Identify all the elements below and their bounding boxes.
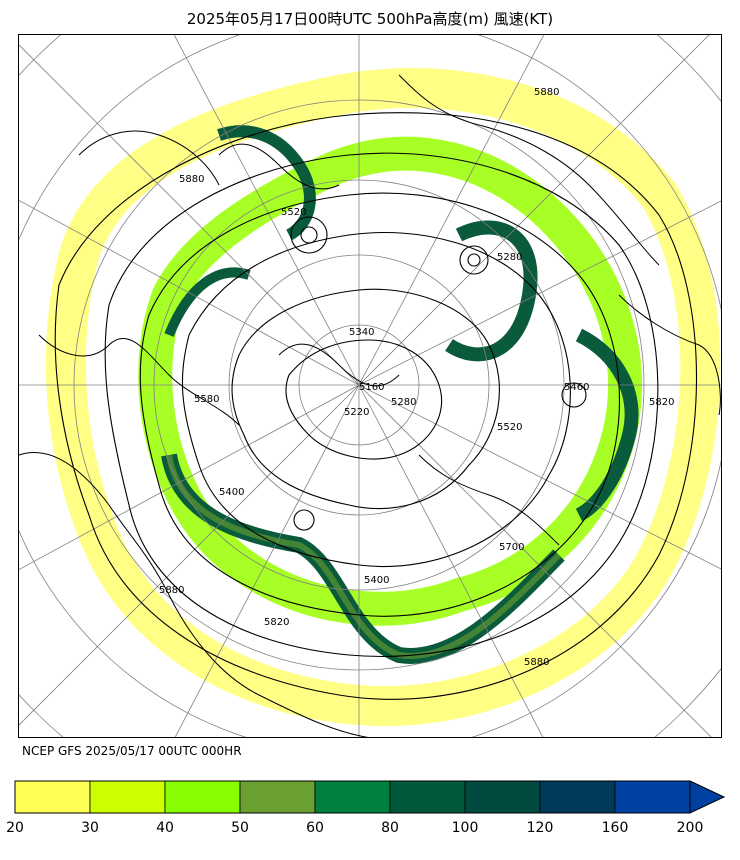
contour-label: 5280 (391, 397, 416, 408)
colorbar-cell (14, 780, 91, 814)
colorbar-tick-label: 60 (306, 820, 324, 836)
contour-label: 5700 (499, 542, 524, 553)
colorbar-cell (314, 780, 391, 814)
colorbar-extend-arrow (689, 780, 726, 814)
colorbar-tick-label: 40 (156, 820, 174, 836)
wind-speed-colorbar (14, 780, 726, 814)
contour-label: 5520 (281, 207, 306, 218)
contour-label: 5580 (194, 394, 219, 405)
map-title: 2025年05月17日00時UTC 500hPa高度(m) 風速(KT) (186, 10, 554, 28)
coastlines (19, 74, 721, 737)
colorbar-tick-label: 30 (81, 820, 99, 836)
map-canvas: 5880 5880 5880 5880 5820 5820 5700 5580 … (19, 35, 721, 737)
contour-labels: 5880 5880 5880 5880 5820 5820 5700 5580 … (159, 87, 674, 668)
contour-label: 5400 (219, 487, 244, 498)
model-run-label: NCEP GFS 2025/05/17 00UTC 000HR (22, 744, 242, 758)
contour-label: 5820 (264, 617, 289, 628)
colorbar-tick-label: 120 (526, 820, 554, 836)
colorbar-tick-label: 80 (381, 820, 399, 836)
colorbar-cell (89, 780, 166, 814)
colorbar-tick-label: 160 (601, 820, 629, 836)
colorbar-cell (164, 780, 241, 814)
contour-label: 5880 (179, 174, 204, 185)
contour-label: 5400 (364, 575, 389, 586)
contour-label: 5460 (564, 382, 589, 393)
contour-label: 5880 (534, 87, 559, 98)
contour-label: 5340 (349, 327, 374, 338)
colorbar-tick-label: 50 (231, 820, 249, 836)
contour-label: 5220 (344, 407, 369, 418)
contour-label: 5880 (159, 585, 184, 596)
colorbar-tick-label: 20 (6, 820, 24, 836)
colorbar-cell (239, 780, 316, 814)
colorbar-cell (464, 780, 541, 814)
height-contours (54, 112, 698, 700)
colorbar-tick-label: 200 (676, 820, 704, 836)
colorbar-cell (614, 780, 691, 814)
colorbar-cell (539, 780, 616, 814)
contour-label: 5280 (497, 252, 522, 263)
contour-label: 5880 (524, 657, 549, 668)
colorbar-cell (389, 780, 466, 814)
contour-label: 5160 (359, 382, 384, 393)
contour-label: 5820 (649, 397, 674, 408)
colorbar-tick-label: 100 (451, 820, 479, 836)
polar-map: 5880 5880 5880 5880 5820 5820 5700 5580 … (18, 34, 722, 738)
contour-label: 5520 (497, 422, 522, 433)
